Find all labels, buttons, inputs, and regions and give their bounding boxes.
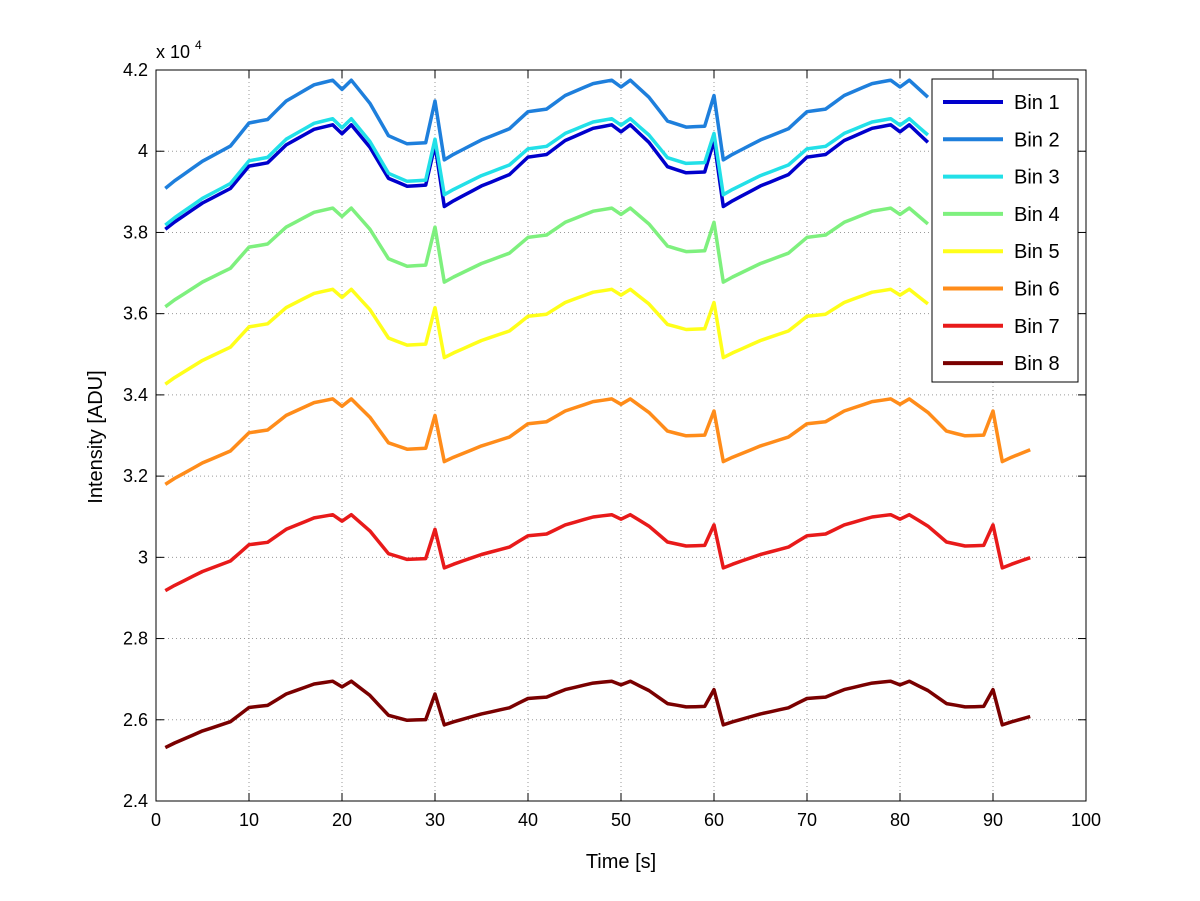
legend-label: Bin 5	[1014, 241, 1060, 263]
series-line	[164, 287, 929, 386]
x-tick-label: 10	[239, 810, 259, 830]
series-line	[164, 123, 930, 231]
x-tick-label: 60	[704, 810, 724, 830]
x-tick-label: 0	[151, 810, 161, 830]
legend: Bin 1 Bin 2 Bin 3 Bin 4 Bin 5 Bin 6 Bin 7 Bin 8	[931, 78, 1079, 383]
y-tick-label: 3.6	[123, 304, 148, 324]
series-line	[164, 78, 930, 190]
axis-ticks: 0 10 20 30 40 50 60 70 80 90 100 2.4 2.6 2.8 3 3.2 3.4 3.…	[123, 60, 1101, 830]
series-line	[164, 679, 1031, 750]
series-line	[164, 116, 930, 227]
grid-lines	[156, 70, 1086, 801]
y-tick-label: 2.8	[123, 629, 148, 649]
x-tick-label: 90	[983, 810, 1003, 830]
y-tick-label: 3.4	[123, 385, 148, 405]
series-line	[164, 512, 1031, 593]
y-tick-label: 4.2	[123, 60, 148, 80]
series-line	[164, 206, 930, 309]
legend-label: Bin 7	[1014, 316, 1060, 338]
y-tick-label: 4	[138, 141, 148, 161]
legend-label: Bin 2	[1014, 129, 1060, 151]
x-tick-label: 30	[425, 810, 445, 830]
legend-label: Bin 8	[1014, 353, 1060, 375]
y-tick-label: 3	[138, 547, 148, 567]
x-tick-label: 100	[1071, 810, 1101, 830]
plot-area	[156, 70, 1086, 801]
y-tick-label: 2.6	[123, 710, 148, 730]
x-tick-label: 70	[797, 810, 817, 830]
y-exponent-label: x 10 4	[156, 38, 202, 62]
x-tick-label: 40	[518, 810, 538, 830]
x-tick-label: 80	[890, 810, 910, 830]
legend-box	[931, 78, 1079, 383]
y-tick-label: 2.4	[123, 791, 148, 811]
x-axis-label: Time [s]	[586, 851, 656, 873]
legend-label: Bin 1	[1014, 92, 1060, 114]
y-exponent-base: x 10	[156, 42, 190, 62]
series-lines	[164, 78, 1031, 750]
y-axis-label: Intensity [ADU]	[85, 370, 107, 503]
legend-label: Bin 6	[1014, 279, 1060, 301]
x-tick-label: 50	[611, 810, 631, 830]
y-exponent-power: 4	[195, 38, 202, 52]
y-tick-label: 3.2	[123, 466, 148, 486]
y-tick-label: 3.8	[123, 222, 148, 242]
legend-label: Bin 3	[1014, 167, 1060, 189]
legend-label: Bin 4	[1014, 204, 1060, 226]
x-tick-label: 20	[332, 810, 352, 830]
series-line	[164, 397, 1031, 486]
